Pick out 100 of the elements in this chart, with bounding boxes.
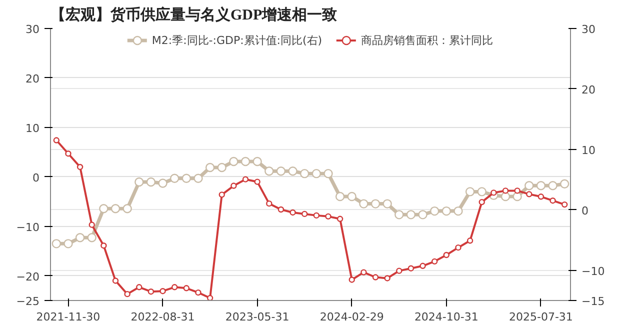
point <box>336 216 344 222</box>
point <box>112 278 119 284</box>
point <box>418 210 428 220</box>
point <box>206 294 214 300</box>
point <box>218 192 225 198</box>
point <box>406 210 416 220</box>
point <box>500 192 510 202</box>
point <box>560 179 570 188</box>
point <box>477 187 486 196</box>
point <box>52 239 62 248</box>
point <box>195 289 202 296</box>
point <box>372 274 379 280</box>
point <box>110 204 120 214</box>
point <box>420 262 426 269</box>
x-tick-label: 2021-11-30 <box>36 310 100 324</box>
point <box>182 174 192 183</box>
y-tick-label: −25 <box>16 295 40 308</box>
point <box>301 210 308 218</box>
point <box>146 177 156 187</box>
y2-tick-label: 20 <box>582 83 596 96</box>
point <box>229 156 238 166</box>
point <box>561 201 568 208</box>
point <box>536 181 546 190</box>
point <box>443 252 450 258</box>
point <box>348 276 355 283</box>
point <box>526 191 532 198</box>
point <box>347 192 356 202</box>
point <box>360 269 367 276</box>
point <box>325 213 332 220</box>
point <box>124 290 130 298</box>
point <box>264 166 274 176</box>
point <box>382 199 392 208</box>
legend-label: 商品房销售面积：累计同比 <box>361 32 494 48</box>
point <box>288 166 298 176</box>
point <box>194 174 203 183</box>
point <box>136 284 142 290</box>
point <box>430 206 440 216</box>
y-tick-label: −20 <box>16 270 40 284</box>
point <box>290 209 296 216</box>
point <box>300 168 310 178</box>
point <box>514 188 520 194</box>
point <box>324 168 333 178</box>
point <box>550 198 556 204</box>
point <box>75 233 85 242</box>
point <box>64 239 73 248</box>
y-tick-label: 20 <box>26 72 40 86</box>
point <box>87 233 96 242</box>
y2-tick-label: −10 <box>582 264 605 278</box>
point <box>65 150 72 157</box>
point <box>431 258 438 265</box>
point <box>394 210 404 220</box>
point <box>512 192 522 202</box>
point <box>170 174 180 183</box>
y-tick-label: 10 <box>26 122 40 135</box>
point <box>478 198 485 206</box>
point <box>252 156 262 166</box>
point <box>524 181 534 190</box>
point <box>76 164 84 170</box>
point <box>205 162 215 172</box>
point <box>242 176 249 182</box>
y-tick-label: 30 <box>26 23 40 36</box>
point <box>88 222 95 228</box>
point <box>230 182 237 189</box>
point <box>278 206 284 213</box>
point <box>466 238 474 244</box>
point <box>408 265 414 272</box>
y2-tick-label: 30 <box>582 23 596 36</box>
y2-tick-label: −15 <box>582 295 605 308</box>
point <box>266 200 272 207</box>
point <box>384 275 390 282</box>
y2-tick-label: 10 <box>582 144 596 157</box>
point <box>454 206 463 216</box>
point <box>396 268 402 274</box>
x-tick-label: 2024-10-31 <box>414 310 478 324</box>
point <box>53 137 60 144</box>
point <box>359 199 368 208</box>
point <box>240 156 250 166</box>
point <box>312 168 322 178</box>
y-tick-label: −10 <box>16 220 40 234</box>
point <box>217 162 226 172</box>
point <box>122 204 132 214</box>
point <box>502 188 509 194</box>
x-tick-label: 2024-02-29 <box>320 310 384 324</box>
point <box>442 206 452 216</box>
point <box>276 166 286 176</box>
point <box>134 177 144 187</box>
y2-tick-label: 0 <box>582 204 588 218</box>
point <box>160 288 166 294</box>
point <box>100 242 107 249</box>
point <box>490 190 497 196</box>
point <box>538 194 544 200</box>
point <box>148 288 154 295</box>
point <box>313 212 320 219</box>
point <box>99 204 108 214</box>
x-tick-label: 2023-05-31 <box>225 310 290 324</box>
legend-label: M2:季:同比-:GDP:累计值:同比(右) <box>152 32 322 48</box>
point <box>158 178 168 188</box>
chart-title: 【宏观】货币供应量与名义GDP增速相一致 <box>50 6 338 24</box>
point <box>455 244 462 251</box>
point <box>548 181 558 190</box>
